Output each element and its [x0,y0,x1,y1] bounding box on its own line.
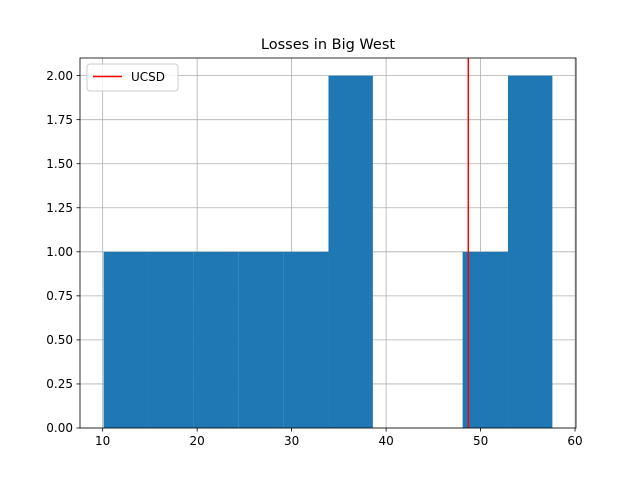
x-tick-label: 50 [473,434,488,448]
histogram-bar [328,75,373,428]
legend-label-ucsd: UCSD [131,70,165,84]
histogram-bar [283,251,329,428]
histogram-bars [103,75,553,428]
legend: UCSD [86,63,179,92]
axes-frame [79,57,577,429]
y-tick-label: 1.25 [46,201,73,215]
y-tick-label: 0.75 [46,289,73,303]
legend-box [86,63,179,92]
y-tick-label: 0.00 [46,421,73,435]
x-tick-label: 10 [95,434,110,448]
x-tick-label: 40 [378,434,393,448]
histogram-bar [238,251,284,428]
histogram-bar [148,251,194,428]
histogram-bar [193,251,239,428]
histogram-bar [103,251,149,428]
x-tick-label: 60 [567,434,582,448]
y-axis-ticks: 0.00 0.25 0.50 0.75 1.00 1.25 1.50 1.75 2.00 [46,69,80,435]
x-tick-label: 30 [284,434,299,448]
y-tick-label: 1.00 [46,245,73,259]
histogram-bar [507,75,553,428]
y-tick-label: 0.25 [46,377,73,391]
chart-title: Losses in Big West [261,37,395,53]
y-tick-label: 1.50 [46,157,73,171]
plot-frame [79,57,577,429]
y-tick-label: 2.00 [46,69,73,83]
histogram-bar [462,251,508,428]
y-tick-label: 0.50 [46,333,73,347]
y-tick-label: 1.75 [46,113,73,127]
x-axis-ticks: 10 20 30 40 50 60 [95,428,583,448]
x-tick-label: 20 [190,434,205,448]
